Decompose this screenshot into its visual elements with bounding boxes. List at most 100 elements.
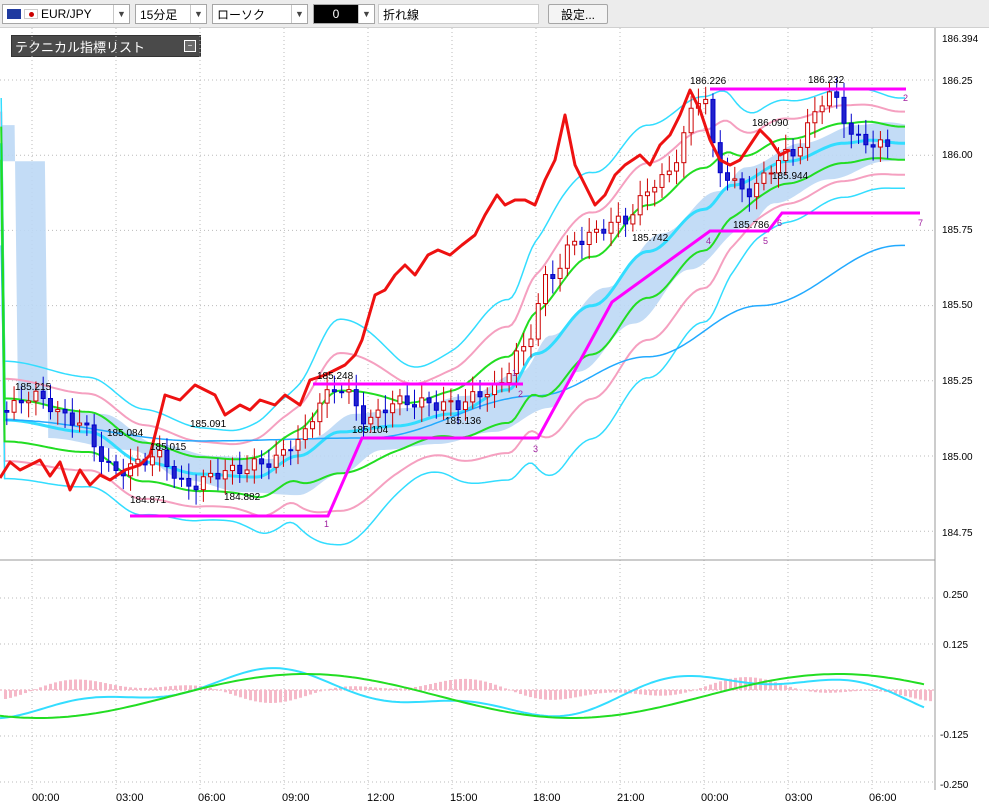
price-label: 184.871 (130, 495, 167, 506)
macd-bar (569, 690, 572, 699)
settings-button[interactable]: 設定... (548, 4, 608, 24)
candle-body (33, 390, 39, 402)
chevron-down-icon[interactable]: ▼ (358, 5, 374, 23)
candle-body (644, 191, 650, 197)
candle-body (826, 91, 832, 107)
macd-bar (484, 681, 487, 690)
zigzag-count: 1 (324, 519, 329, 529)
candle-body (761, 172, 767, 184)
envelope-bands (0, 103, 905, 517)
chevron-down-icon[interactable]: ▼ (190, 5, 206, 23)
overlay-red-line (0, 88, 791, 492)
macd-bar (139, 687, 142, 690)
candle-body (579, 240, 585, 246)
macd-bar (274, 690, 277, 703)
macd-bar (364, 686, 367, 690)
candle-body (630, 214, 636, 225)
jp-flag-icon (24, 9, 38, 19)
macd-bar (329, 688, 332, 690)
macd-bar (879, 690, 882, 692)
macd-bar (349, 686, 352, 690)
macd-bar (359, 686, 362, 690)
macd-bar (179, 685, 182, 690)
candle-body (783, 149, 789, 162)
macd-bar (729, 678, 732, 690)
macd-bar (459, 678, 462, 690)
time-tick: 03:00 (116, 792, 144, 804)
macd-bar (919, 690, 922, 700)
macd-bar (19, 690, 22, 695)
macd-bar (904, 690, 907, 697)
candle-body (171, 466, 177, 479)
macd-bar (914, 690, 917, 699)
macd-bar (219, 690, 222, 691)
candle-body (106, 460, 112, 463)
macd-bar (254, 690, 257, 702)
candle-body (55, 409, 61, 413)
overlay-line-select[interactable]: 折れ線 (378, 4, 539, 24)
macd-bar (439, 681, 442, 690)
macd-bar (519, 690, 522, 695)
macd-bar (864, 690, 867, 691)
zigzag-line (130, 211, 920, 518)
collapse-icon[interactable]: − (184, 40, 196, 52)
candle-body (819, 105, 825, 113)
candle-body (339, 391, 345, 394)
price-tick: 185.00 (942, 452, 973, 463)
candle-body (113, 461, 119, 471)
price-label: 186.232 (808, 75, 845, 86)
macd-bar (599, 690, 602, 694)
candle-body (91, 424, 97, 448)
candle-body (404, 395, 410, 406)
time-tick: 00:00 (701, 792, 729, 804)
time-tick: 03:00 (785, 792, 813, 804)
candle-body (11, 400, 17, 413)
price-label: 185.136 (445, 416, 482, 427)
macd-bar (79, 679, 82, 690)
timeframe-select[interactable]: 15分足 ▼ (135, 4, 207, 24)
candle-body (390, 403, 396, 414)
candle-body (433, 402, 439, 411)
candle-body (746, 188, 752, 198)
macd-bar (474, 679, 477, 690)
candle-body (841, 96, 847, 124)
chevron-down-icon[interactable]: ▼ (291, 5, 307, 23)
price-label: 185.786 (733, 220, 770, 231)
macd-bar (24, 690, 27, 694)
macd-bar (894, 690, 897, 694)
overlay-select[interactable]: 0 ▼ (313, 4, 375, 24)
macd-bar (899, 690, 902, 695)
macd-bar (424, 685, 427, 690)
macd-bar (619, 690, 622, 693)
chart-type-select[interactable]: ローソク ▼ (212, 4, 308, 24)
candle-body (863, 133, 869, 146)
macd-bar (214, 689, 217, 690)
macd-bar (229, 690, 232, 694)
macd-bar (719, 681, 722, 690)
macd-bar (774, 682, 777, 690)
candle-body (572, 240, 578, 246)
price-tick: 186.25 (942, 76, 973, 87)
indicator-list-panel[interactable]: テクニカル指標リスト − (11, 35, 201, 57)
bollinger-line (0, 88, 905, 432)
macd-bar (289, 690, 292, 701)
macd-bar (399, 688, 402, 690)
macd-bar (314, 690, 317, 693)
macd-bar (44, 685, 47, 690)
candle-body (382, 409, 388, 414)
candle-body (732, 178, 738, 181)
macd-bar (839, 690, 842, 693)
price-tick: 185.75 (942, 225, 973, 236)
macd-bar (394, 688, 397, 690)
zigzag-count: 6 (777, 218, 782, 228)
candle-body (666, 170, 672, 176)
symbol-select[interactable]: EUR/JPY ▼ (2, 4, 130, 24)
chevron-down-icon[interactable]: ▼ (113, 5, 129, 23)
candle-body (310, 421, 316, 430)
candle-body (535, 303, 541, 340)
overlay-value: 0 (314, 5, 358, 23)
candle-body (266, 463, 272, 468)
signal-line (0, 673, 925, 719)
time-tick: 00:00 (32, 792, 60, 804)
